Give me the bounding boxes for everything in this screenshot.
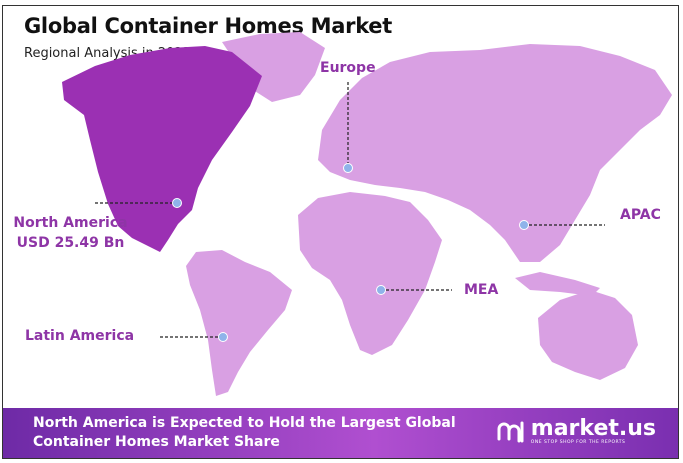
mea-marker[interactable] [376,285,386,295]
north-america-marker[interactable] [172,198,182,208]
page-title: Global Container Homes Market [24,14,392,38]
australia-shape [538,290,638,380]
greenland [222,32,325,102]
region-name: North America [13,215,128,231]
europe-marker[interactable] [343,163,353,173]
apac-label: APAC [620,207,661,223]
footer-text-line2: Container Homes Market Share [33,434,280,450]
footer-banner: North America is Expected to Hold the La… [3,408,678,458]
footer-text-line1: North America is Expected to Hold the La… [33,415,456,431]
north-america-shape [62,46,262,252]
africa-shape [298,192,442,355]
mea-label: MEA [464,282,499,298]
latin-america-marker[interactable] [218,332,228,342]
latin-america-label: Latin America [25,328,135,344]
region-value: USD 25.49 Bn [16,235,125,251]
apac-marker[interactable] [519,220,529,230]
market-us-logo: market.us ONE STOP SHOP FOR THE REPORTS [495,418,656,445]
europe-label: Europe [320,60,376,76]
logo-tagline: ONE STOP SHOP FOR THE REPORTS [530,440,626,445]
footer-text: North America is Expected to Hold the La… [33,414,456,452]
south-america-shape [186,250,292,396]
indonesia-shape [515,272,600,296]
logo-mark-icon [497,421,524,442]
eurasia-shape [318,44,672,262]
logo-name: market.us [530,416,656,441]
north-america-label: North America USD 25.49 Bn [8,213,133,253]
